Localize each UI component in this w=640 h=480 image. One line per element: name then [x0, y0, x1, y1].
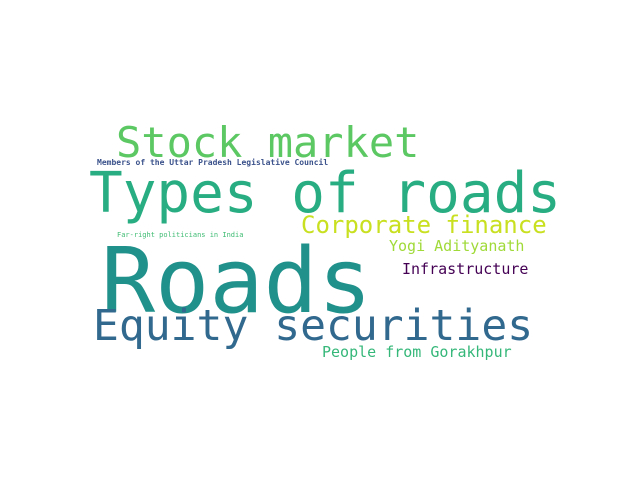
word-equity-securities: Equity securities — [93, 301, 534, 351]
word-roads: Roads — [101, 229, 372, 334]
word-members-of-the-uttar-pradesh-legislative-council: Members of the Uttar Pradesh Legislative… — [97, 158, 329, 167]
word-infrastructure: Infrastructure — [402, 260, 529, 278]
word-stock-market: Stock market — [116, 118, 420, 167]
word-far-right-politicians-in-india: Far-right politicians in India — [117, 231, 244, 239]
word-types-of-roads: Types of roads — [89, 161, 562, 226]
word-yogi-adityanath: Yogi Adityanath — [389, 237, 525, 255]
word-corporate-finance: Corporate finance — [301, 211, 547, 239]
word-people-from-gorakhpur: People from Gorakhpur — [322, 343, 512, 361]
